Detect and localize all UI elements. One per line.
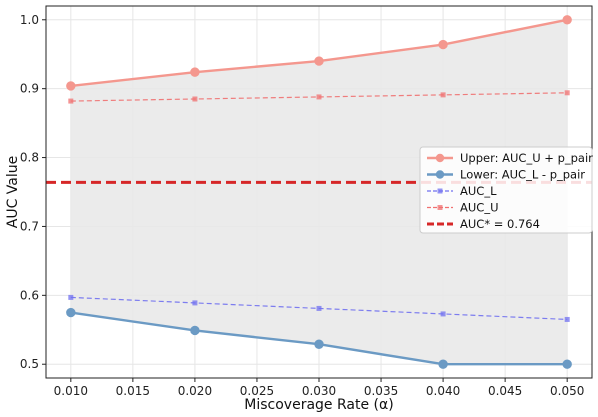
data-point [314,56,324,66]
data-point [192,300,198,306]
legend-label: Lower: AUC_L - p_pair [460,168,585,182]
data-point [562,15,572,25]
legend-marker [437,188,443,194]
y-tick-label: 0.9 [20,82,39,96]
data-point [192,96,198,102]
legend: Upper: AUC_U + p_pair Lower: AUC_L - p_pa… [419,146,593,234]
data-point [438,39,448,50]
x-tick-label: 0.010 [54,384,88,398]
data-point [190,325,200,336]
x-tick-label: 0.050 [550,384,584,398]
data-point [564,90,570,96]
data-point [564,316,570,322]
data-point [440,92,446,98]
legend-marker [437,205,443,210]
x-tick-label: 0.015 [116,384,150,398]
x-tick-label: 0.040 [426,384,460,398]
legend-marker [435,153,445,163]
data-point [316,305,322,311]
legend-label: AUC_L [460,184,497,198]
y-tick-label: 1.0 [20,13,39,27]
legend-marker [435,170,445,179]
data-point [440,311,446,317]
x-tick-label: 0.020 [178,384,212,398]
data-point [66,81,76,91]
x-tick-label: 0.030 [302,384,336,398]
shaded-band [70,19,568,365]
data-point [562,359,572,369]
legend-label: Upper: AUC_U + p_pair [460,151,593,165]
x-tick-label: 0.025 [240,384,274,398]
x-axis-title: Miscoverage Rate (α) [244,397,393,413]
data-point [68,294,74,300]
data-point [316,94,322,100]
legend-label: AUC_U [460,201,498,215]
y-tick-label: 0.8 [20,151,39,165]
x-tick-label: 0.035 [364,384,398,398]
x-tick-label: 0.045 [488,384,522,398]
legend-label: AUC* = 0.764 [460,217,540,231]
data-point [66,307,76,318]
data-point [438,359,448,369]
data-point [190,67,200,77]
y-tick-label: 0.6 [20,288,39,302]
data-point [68,98,74,104]
y-axis-title: AUC Value [5,156,21,229]
legend-box [419,146,593,234]
data-point [314,339,324,349]
y-tick-label: 0.5 [20,357,39,371]
y-tick-label: 0.7 [20,219,39,233]
